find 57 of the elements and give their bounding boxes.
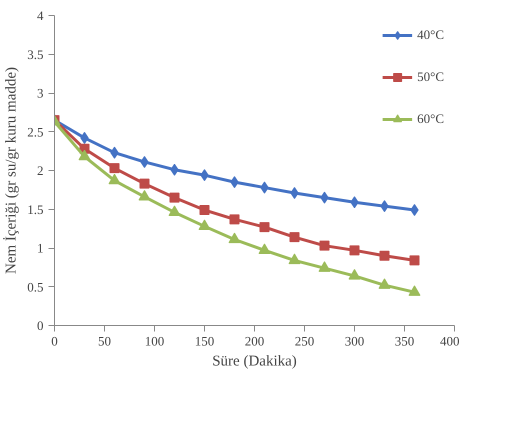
point bbox=[200, 169, 209, 182]
point bbox=[380, 250, 390, 261]
y-tick-label: 0.5 bbox=[27, 279, 44, 294]
y-tick-label: 3 bbox=[37, 86, 44, 100]
point bbox=[290, 232, 300, 242]
point bbox=[350, 245, 360, 256]
point bbox=[408, 285, 420, 296]
x-axis-title: Süre (Dakika) bbox=[212, 354, 297, 370]
y-tick-label: 1 bbox=[37, 240, 44, 256]
point bbox=[170, 164, 179, 176]
x-tick-label: 50 bbox=[98, 334, 111, 348]
point bbox=[350, 196, 359, 208]
point bbox=[410, 204, 419, 216]
x-tick-label: 0 bbox=[51, 334, 58, 348]
y-tick-label: 1.5 bbox=[27, 202, 44, 217]
point bbox=[228, 232, 240, 244]
point bbox=[258, 243, 270, 254]
x-tick-label: 400 bbox=[440, 334, 460, 348]
point bbox=[348, 269, 360, 280]
x-tick-label: 150 bbox=[194, 334, 214, 348]
point bbox=[260, 182, 269, 194]
point bbox=[260, 222, 270, 232]
point bbox=[140, 156, 149, 168]
point bbox=[168, 206, 180, 216]
point bbox=[318, 261, 330, 272]
x-tick-label: 200 bbox=[244, 334, 264, 348]
y-tick-label: 2 bbox=[37, 163, 44, 178]
point bbox=[170, 192, 180, 203]
y-tick-label: 3.5 bbox=[27, 46, 44, 62]
point bbox=[200, 205, 210, 216]
point bbox=[110, 163, 120, 174]
point bbox=[230, 176, 239, 188]
y-axis-title: Nem İçeriği (gr su/gr kuru madde) bbox=[2, 66, 20, 274]
x-tick-label: 100 bbox=[144, 334, 164, 348]
legend-label: 40°C bbox=[417, 27, 444, 43]
point bbox=[378, 278, 390, 289]
point bbox=[138, 190, 150, 201]
point bbox=[110, 146, 119, 159]
legend-label: 60°C bbox=[417, 111, 444, 127]
point bbox=[230, 214, 240, 224]
x-tick-label: 350 bbox=[394, 334, 414, 348]
point bbox=[320, 192, 329, 204]
y-tick-label: 0 bbox=[37, 318, 44, 333]
point bbox=[198, 219, 210, 230]
point bbox=[290, 186, 299, 199]
x-tick-label: 250 bbox=[294, 334, 314, 348]
point bbox=[108, 174, 120, 184]
y-tick-label: 2.5 bbox=[27, 124, 44, 140]
point bbox=[380, 200, 389, 212]
point bbox=[80, 132, 89, 144]
point bbox=[288, 254, 300, 264]
point bbox=[140, 178, 150, 189]
legend-label: 50°C bbox=[417, 69, 444, 85]
y-tick-label: 4 bbox=[37, 8, 44, 23]
x-tick-label: 300 bbox=[344, 334, 364, 348]
point bbox=[410, 255, 420, 266]
point bbox=[320, 240, 330, 251]
